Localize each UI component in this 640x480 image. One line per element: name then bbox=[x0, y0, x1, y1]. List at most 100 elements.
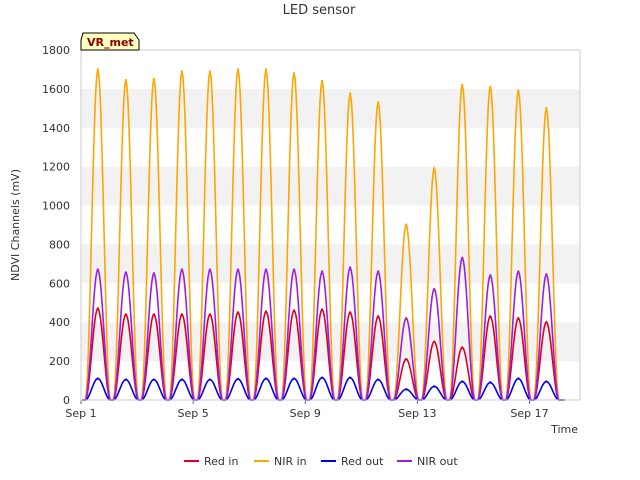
series-point bbox=[320, 79, 324, 83]
grid-band bbox=[81, 50, 580, 89]
series-point bbox=[517, 270, 520, 273]
plot-area-border bbox=[80, 49, 581, 401]
y-tick-label: 1200 bbox=[42, 161, 70, 174]
y-axis-label: NDVI Channels (mV) bbox=[9, 169, 22, 281]
site-badge: VR_met bbox=[80, 32, 140, 51]
series-point bbox=[376, 101, 380, 104]
series-point bbox=[404, 317, 408, 320]
series-point bbox=[404, 223, 408, 227]
series-point bbox=[236, 268, 240, 271]
x-tick-label: Sep 13 bbox=[398, 407, 436, 420]
y-tick-labels: 0 200 400 600 800 1000 1200 1400 1600 1800 bbox=[42, 44, 70, 407]
grid-band bbox=[81, 166, 580, 206]
grid-band bbox=[81, 88, 580, 128]
legend-label: NIR in bbox=[274, 455, 307, 468]
series-point bbox=[545, 273, 548, 276]
x-tick-label: Sep 1 bbox=[65, 407, 96, 420]
series-point bbox=[180, 313, 184, 316]
series-point bbox=[208, 268, 212, 271]
legend-item: NIR out bbox=[397, 455, 458, 468]
y-tick-label: 1400 bbox=[42, 122, 70, 135]
series-point bbox=[517, 377, 520, 380]
series-point bbox=[376, 270, 380, 273]
series-point bbox=[461, 256, 464, 260]
legend-item: NIR in bbox=[254, 455, 307, 468]
legend-item: Red in bbox=[184, 455, 238, 468]
series-point bbox=[180, 268, 184, 271]
series-point bbox=[236, 311, 240, 314]
series-point bbox=[545, 107, 548, 110]
series-point bbox=[292, 72, 296, 75]
series-point bbox=[433, 385, 436, 388]
legend-label: Red out bbox=[341, 455, 384, 468]
series-point bbox=[348, 266, 352, 269]
series-point bbox=[96, 68, 100, 71]
series-point bbox=[292, 377, 296, 380]
series-point bbox=[152, 313, 156, 316]
legend: Red in NIR in Red out NIR out bbox=[184, 455, 458, 468]
series-point bbox=[264, 377, 268, 380]
series-point bbox=[152, 272, 156, 275]
grid-band bbox=[81, 205, 580, 245]
series-point bbox=[545, 321, 548, 324]
series-point bbox=[208, 378, 212, 381]
series-point bbox=[236, 68, 240, 71]
series-point bbox=[264, 268, 268, 271]
series-point bbox=[320, 376, 324, 379]
series-point bbox=[124, 313, 128, 316]
y-tick-label: 1800 bbox=[42, 44, 70, 57]
legend-label: Red in bbox=[204, 455, 238, 468]
series-point bbox=[433, 340, 436, 343]
series-point bbox=[461, 346, 464, 349]
chart-title: LED sensor bbox=[283, 3, 356, 18]
series-point bbox=[152, 378, 156, 381]
y-tick-label: 200 bbox=[49, 355, 70, 368]
series-point bbox=[96, 307, 100, 310]
series-point bbox=[208, 70, 212, 73]
site-badge-label: VR_met bbox=[87, 36, 134, 49]
series-point bbox=[124, 271, 128, 274]
series-point bbox=[124, 378, 128, 381]
series-point bbox=[236, 377, 240, 381]
series-point bbox=[348, 311, 352, 314]
y-tick-label: 1000 bbox=[42, 200, 70, 213]
series-point bbox=[461, 380, 464, 383]
series-point bbox=[348, 92, 352, 95]
legend-item: Red out bbox=[321, 455, 384, 468]
series-point bbox=[292, 309, 296, 312]
series-point bbox=[320, 308, 324, 311]
series-point bbox=[489, 274, 492, 277]
series-layer bbox=[82, 68, 565, 401]
series-point bbox=[124, 78, 128, 82]
series-point bbox=[180, 378, 184, 381]
series-point bbox=[376, 315, 380, 318]
series-point bbox=[152, 77, 156, 81]
series-point bbox=[264, 68, 268, 71]
grid-band bbox=[81, 127, 580, 167]
series-point bbox=[208, 313, 212, 316]
series-point bbox=[461, 83, 464, 87]
x-tick-label: Sep 17 bbox=[510, 407, 548, 420]
series-point bbox=[545, 380, 548, 383]
y-tick-label: 400 bbox=[49, 316, 70, 329]
x-tick-label: Sep 9 bbox=[290, 407, 321, 420]
x-ticks: Sep 1 Sep 5 Sep 9 Sep 13 Sep 17 bbox=[65, 400, 549, 420]
series-point bbox=[404, 357, 408, 361]
series-point bbox=[489, 85, 492, 89]
series-point bbox=[376, 378, 380, 381]
series-point bbox=[404, 388, 408, 391]
series-point bbox=[348, 376, 352, 379]
series-point bbox=[517, 317, 520, 320]
y-tick-label: 800 bbox=[49, 238, 70, 251]
x-axis-label: Time bbox=[550, 423, 578, 436]
series-point bbox=[433, 167, 436, 170]
series-point bbox=[517, 89, 520, 93]
series-point bbox=[96, 377, 100, 380]
series-point bbox=[96, 268, 100, 271]
series-point bbox=[292, 268, 296, 271]
series-point bbox=[489, 315, 492, 318]
series-point bbox=[264, 310, 268, 313]
x-tick-label: Sep 5 bbox=[178, 407, 209, 420]
series-point bbox=[489, 381, 492, 384]
